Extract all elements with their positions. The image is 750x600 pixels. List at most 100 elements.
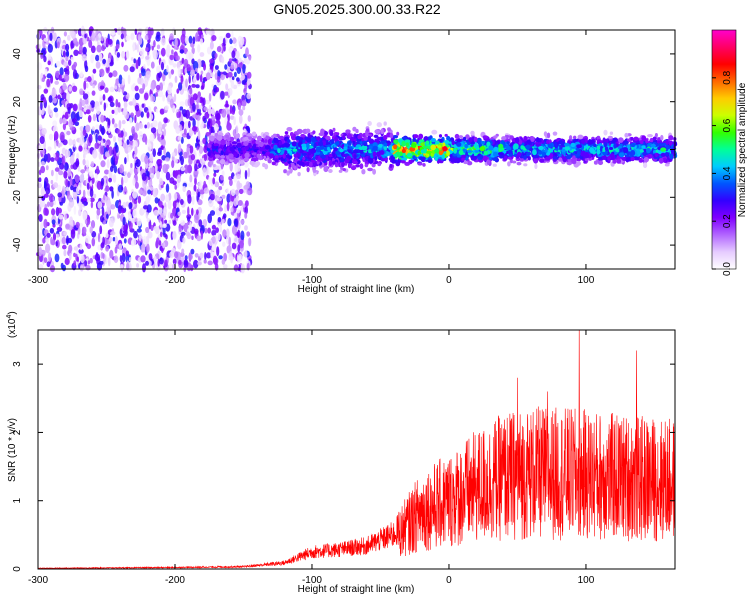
spectrogram-cell xyxy=(393,153,398,157)
spectrogram-cell xyxy=(216,197,222,202)
spectrogram-cell xyxy=(341,161,345,168)
figure-title: GN05.2025.300.00.33.R22 xyxy=(273,1,441,17)
spectrogram-cell xyxy=(633,136,639,141)
spectrogram-cell xyxy=(238,188,244,195)
spectrogram-cell xyxy=(196,114,201,121)
spectrogram-cell xyxy=(156,44,161,50)
spectrogram-cell xyxy=(132,177,136,186)
spectrogram-cell xyxy=(45,243,51,254)
spectrogram-cell xyxy=(105,199,112,208)
spectrogram-cell xyxy=(161,226,166,236)
spectrogram-cell xyxy=(38,169,42,176)
spectrogram-cell xyxy=(221,170,225,177)
spectrogram-cell xyxy=(603,141,608,148)
spectrogram-cell xyxy=(172,63,177,68)
spectrogram-cell xyxy=(181,209,187,214)
spectrogram-cell xyxy=(50,236,53,245)
spectrogram-cell xyxy=(222,213,227,219)
spectrogram-cell xyxy=(50,112,54,117)
spectrogram-cell xyxy=(562,156,568,163)
spectrogram-cell xyxy=(69,178,73,187)
spectrogram-cell xyxy=(46,261,51,268)
spectrogram-cell xyxy=(417,162,423,166)
spectrogram-cell xyxy=(226,187,229,194)
spectrogram-cell xyxy=(217,232,221,241)
spectrogram-cell xyxy=(56,233,59,239)
spectrogram-cell xyxy=(138,68,141,74)
spectrogram-cell xyxy=(390,155,395,161)
spectrogram-cell xyxy=(323,166,329,173)
spectrogram-cell xyxy=(516,161,522,166)
spectrogram-cell xyxy=(405,142,409,148)
spectrogram-cell xyxy=(134,85,139,92)
spectrogram-cell xyxy=(65,186,70,191)
spectrogram-cell xyxy=(58,214,64,220)
spectrogram-cell xyxy=(164,157,170,162)
spectrogram-cell xyxy=(102,253,105,259)
spectrogram-cell xyxy=(107,96,113,102)
spectrogram-cell xyxy=(126,172,131,179)
spectrogram-cell xyxy=(240,219,245,225)
spectrogram-cell xyxy=(184,35,189,45)
spectrogram-cell xyxy=(46,232,51,238)
spectrogram-cell xyxy=(118,74,123,85)
spectrogram-cell xyxy=(329,131,334,137)
spectrogram-cell xyxy=(114,85,118,90)
spectrogram-cell xyxy=(96,165,100,175)
spectrogram-cell xyxy=(57,207,62,214)
spectrogram-cell xyxy=(138,189,143,195)
spectrogram-cell xyxy=(113,165,118,174)
spectrogram-cell xyxy=(125,35,131,41)
spectrogram-cell xyxy=(43,88,49,94)
spectrogram-cell xyxy=(470,141,476,145)
spectrogram-cell xyxy=(78,189,82,195)
spectrogram-cell xyxy=(262,133,266,138)
spectrogram-cell xyxy=(335,150,340,155)
spectrogram-cell xyxy=(53,32,57,42)
spectrogram-cell xyxy=(173,192,178,201)
spectrogram-cell xyxy=(365,131,369,137)
spectrogram-cell xyxy=(306,137,311,143)
spectrogram-cell xyxy=(536,137,541,143)
spectrogram-cell xyxy=(62,123,66,131)
spectrogram-cell xyxy=(228,47,234,53)
spectrogram-cell xyxy=(247,115,251,122)
spectrogram-cell xyxy=(225,83,229,91)
spectrogram-cell xyxy=(58,74,62,81)
spectrogram-cell xyxy=(165,194,170,203)
spectrogram-cell xyxy=(40,186,46,197)
spectrogram-cell xyxy=(78,44,83,54)
spectrogram-cell xyxy=(167,85,172,95)
spectrogram-cell xyxy=(73,61,78,68)
spectrogram-cell xyxy=(144,35,148,40)
spectrogram-cell xyxy=(146,121,150,129)
spectrogram-cell xyxy=(56,230,60,235)
spectrogram-cell xyxy=(256,135,262,142)
spectrogram-cell xyxy=(38,43,42,49)
spectrogram-cell xyxy=(52,153,56,159)
spectrogram-cell xyxy=(211,244,216,252)
spectrogram-cell xyxy=(197,191,201,198)
spectrogram-cell xyxy=(236,67,241,74)
spectrogram-cell xyxy=(198,180,203,190)
spectrogram-cell xyxy=(139,48,145,56)
spectrogram-cell xyxy=(148,162,153,168)
spectrogram-cell xyxy=(100,215,104,223)
spectrogram-cell xyxy=(112,70,118,77)
spectrogram-cell xyxy=(83,104,88,111)
spectrogram-cell xyxy=(66,91,70,102)
spectrogram-cell xyxy=(214,72,218,80)
spectrogram-cell xyxy=(73,260,77,266)
spectrogram-cell xyxy=(221,219,225,224)
spectrogram-cell xyxy=(224,64,228,70)
spectrogram-cell xyxy=(113,155,119,165)
spectrogram-cell xyxy=(552,156,558,160)
spectrogram-cell xyxy=(107,257,111,267)
spectrogram-cell xyxy=(70,185,74,191)
spectrogram-cell xyxy=(226,120,230,127)
spectrogram-cell xyxy=(229,38,233,45)
spectrogram-cell xyxy=(100,242,105,249)
spectrogram-cell xyxy=(109,186,114,192)
spectrogram-cell xyxy=(176,174,182,183)
spectrogram-cell xyxy=(609,131,614,135)
